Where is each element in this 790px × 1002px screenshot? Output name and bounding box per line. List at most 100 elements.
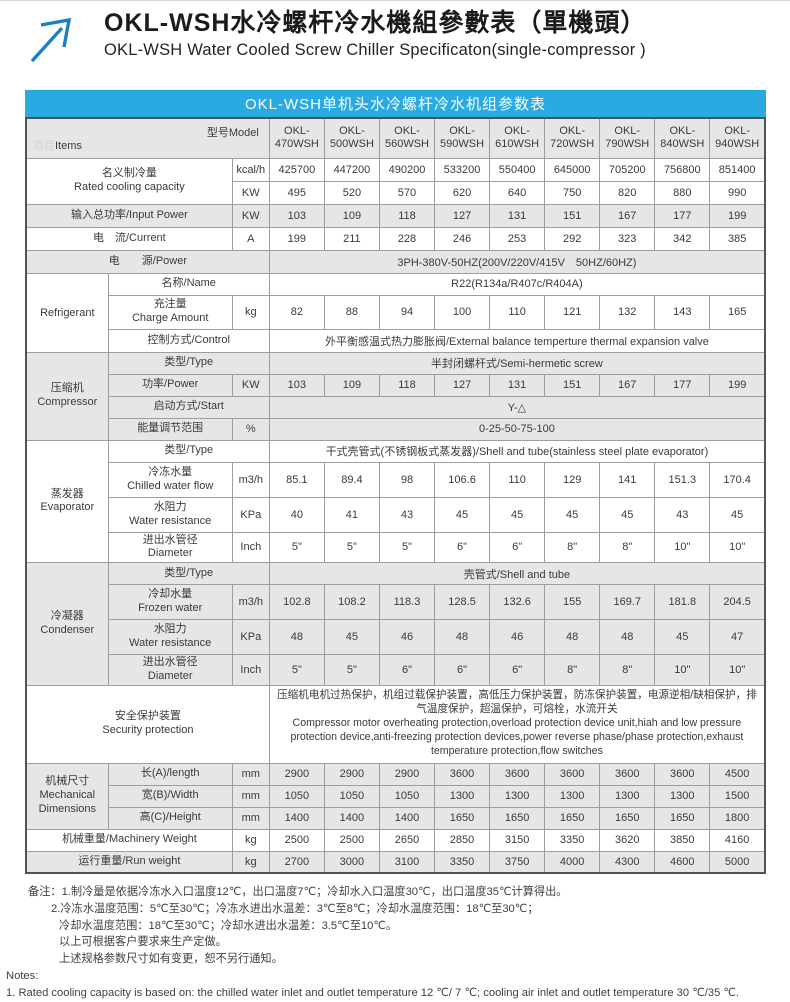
page-header: OKL-WSH水冷螺杆冷水機組參數表（單機頭） OKL-WSH Water Co…	[28, 9, 790, 65]
value-cell: 118	[378, 203, 436, 228]
row-label: 电 流/Current	[25, 226, 233, 251]
row-label: 机械重量/Machinery Weight	[25, 828, 233, 852]
value-cell: 3350	[544, 828, 601, 852]
value-cell: 155	[544, 584, 601, 620]
value-cell: 323	[599, 226, 656, 251]
unit-cell: kcal/h	[231, 157, 270, 182]
row-cond-water-resistance: 水阻力 Water resistance KPa 48 45 46 48 46 4…	[26, 619, 766, 655]
spec-table: 型号Model 项目Items OKL- 470WSH OKL- 500WSH OK…	[25, 117, 766, 874]
value-cell: 1650	[599, 806, 656, 830]
value-cell: 2900	[268, 762, 325, 786]
value-cell: 820	[599, 180, 656, 205]
value-cell: 109	[323, 203, 380, 228]
value-cell: 45	[544, 496, 601, 533]
value-cell: 199	[268, 226, 325, 251]
value-cell: 6"	[378, 654, 436, 686]
unit-cell: mm	[231, 762, 270, 786]
row-label: 类型/Type	[107, 439, 270, 463]
value-cell: 110	[489, 461, 546, 498]
row-label: 进出水管径 Diameter	[107, 531, 233, 563]
row-cooling-kw: KW 495 520 570 620 640 750 820 880 990	[26, 180, 766, 205]
value-cell: 990	[709, 180, 766, 205]
model-header: OKL- 610WSH	[489, 117, 546, 159]
value-cell: 5000	[709, 850, 766, 874]
value-cell: 425700	[268, 157, 325, 182]
cooling-label: 名义制冷量 Rated cooling capacity	[25, 157, 233, 205]
row-evap-diameter: 进出水管径 Diameter Inch 5" 5" 5" 6" 6" 8" 8" …	[26, 531, 766, 563]
unit-cell: m3/h	[231, 461, 270, 498]
value-cell: 106.6	[434, 461, 491, 498]
value-cell: 132.6	[489, 584, 546, 620]
row-start-mode: 启动方式/Start Y-△	[26, 395, 766, 419]
value-cell: 1050	[268, 784, 325, 808]
value-cell: 533200	[434, 157, 491, 182]
row-refrigerant-name: Refrigerant 名称/Name R22(R134a/R407c/R404…	[25, 272, 766, 353]
security-label: 安全保护装置 Security protection	[25, 684, 270, 764]
row-input-power: 输入总功率/Input Power KW 103 109 118 127 131…	[25, 203, 766, 228]
value-cell: 85.1	[268, 461, 325, 498]
value-cell: 8"	[544, 531, 601, 563]
value-cell: 118.3	[378, 584, 436, 620]
value-cell: 10"	[654, 531, 711, 563]
value-cell: 570	[378, 180, 436, 205]
value-cell: 4300	[599, 850, 656, 874]
value-cell: 851400	[709, 157, 766, 182]
value-cell: 520	[323, 180, 380, 205]
row-security: 安全保护装置 Security protection 压缩机电机过热保护，机组过载…	[25, 684, 766, 764]
model-header: OKL- 590WSH	[434, 117, 491, 159]
value-cell: 40	[268, 496, 325, 533]
section-condenser: 冷凝器 Condenser	[25, 562, 109, 686]
value-cell: 10"	[709, 654, 766, 686]
value-cell: 3600	[544, 762, 601, 786]
value-cell: 1650	[654, 806, 711, 830]
value-cell: 46	[489, 619, 546, 655]
value-cell: 199	[709, 203, 766, 228]
value-cell: 141	[599, 461, 656, 498]
model-header: OKL- 560WSH	[378, 117, 436, 159]
value-cell: 103	[268, 203, 325, 228]
value-cell: 6"	[489, 531, 546, 563]
value-cell: 47	[709, 619, 766, 655]
row-width: 宽(B)/Width mm 1050 1050 1050 1300 1300 1…	[26, 784, 766, 808]
value-cell: 48	[544, 619, 601, 655]
value-cell: 6"	[489, 654, 546, 686]
value-cell: 199	[709, 373, 766, 397]
row-label: 宽(B)/Width	[107, 784, 233, 808]
row-compressor-power: 功率/Power KW 103 109 118 127 131 151 167 …	[26, 373, 766, 397]
row-current: 电 流/Current A 199 211 228 246 253 292 32…	[25, 226, 766, 251]
value-cell: 45	[599, 496, 656, 533]
value-cell-wide: R22(R134a/R407c/R404A)	[268, 272, 766, 296]
row-label: 启动方式/Start	[107, 395, 270, 419]
value-cell: 3750	[489, 850, 546, 874]
value-cell: 8"	[544, 654, 601, 686]
value-cell: 228	[378, 226, 436, 251]
value-cell: 1300	[544, 784, 601, 808]
value-cell: 447200	[323, 157, 380, 182]
value-cell: 495	[268, 180, 325, 205]
unit-cell: %	[231, 417, 270, 441]
model-header: OKL- 840WSH	[654, 117, 711, 159]
section-evaporator: 蒸发器 Evaporator	[25, 439, 109, 563]
security-text-en: Compressor motor overheating protection,…	[290, 717, 744, 757]
value-cell: 4500	[709, 762, 766, 786]
value-cell-wide: 3PH-380V-50HZ(200V/220V/415V 50HZ/60HZ)	[268, 249, 766, 274]
value-cell: 131	[489, 373, 546, 397]
value-cell: 705200	[599, 157, 656, 182]
value-cell: 6"	[434, 531, 491, 563]
note-line: 以上可根据客户要求来生产定做。	[59, 936, 227, 949]
value-cell: 246	[434, 226, 491, 251]
value-cell: 5"	[268, 654, 325, 686]
value-cell: 620	[434, 180, 491, 205]
unit-cell: mm	[231, 806, 270, 830]
row-label: 类型/Type	[107, 562, 270, 585]
model-label: 型号Model	[206, 127, 259, 139]
value-cell: 132	[599, 294, 656, 330]
note-line: 上述规格参数尺寸如有变更，恕不另行通知。	[59, 953, 283, 966]
value-cell: 151	[544, 203, 601, 228]
value-cell: 3850	[654, 828, 711, 852]
value-cell: 45	[434, 496, 491, 533]
value-cell: 82	[268, 294, 325, 330]
value-cell: 165	[709, 294, 766, 330]
value-cell: 204.5	[709, 584, 766, 620]
